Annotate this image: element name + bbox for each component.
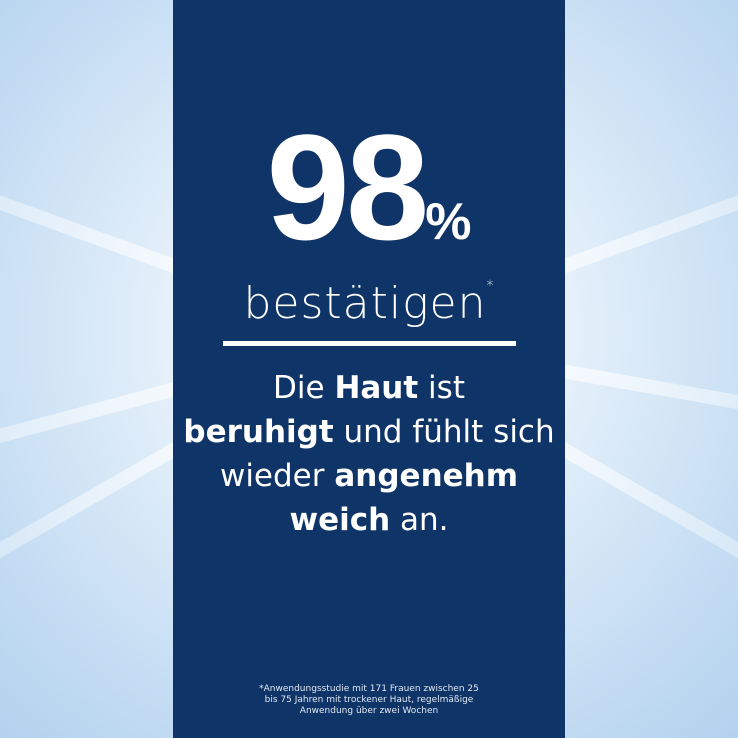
stat-verb: bestätigen* bbox=[173, 278, 565, 329]
claim-bold: beruhigt bbox=[183, 414, 334, 450]
verb-text: bestätigen bbox=[243, 278, 487, 329]
claim-part: und fühlt sich wieder bbox=[219, 414, 555, 494]
headline-stat: 98% bbox=[173, 112, 565, 262]
claim-panel: 98% bestätigen* Die Haut ist beruhigt un… bbox=[173, 0, 565, 738]
claim-part: an. bbox=[390, 502, 449, 538]
asterisk: * bbox=[486, 278, 495, 294]
claim-bold: Haut bbox=[334, 370, 419, 406]
divider bbox=[223, 341, 516, 346]
footnote: *Anwendungsstudie mit 171 Frauen zwische… bbox=[259, 684, 479, 716]
claim-part: Die bbox=[273, 370, 335, 406]
stat-number: 98 bbox=[266, 103, 429, 271]
claim-text: Die Haut ist beruhigt und fühlt sich wie… bbox=[183, 366, 555, 542]
stat-percent: % bbox=[425, 193, 472, 251]
claim-bold: angenehm weich bbox=[289, 458, 519, 538]
claim-part: ist bbox=[418, 370, 465, 406]
